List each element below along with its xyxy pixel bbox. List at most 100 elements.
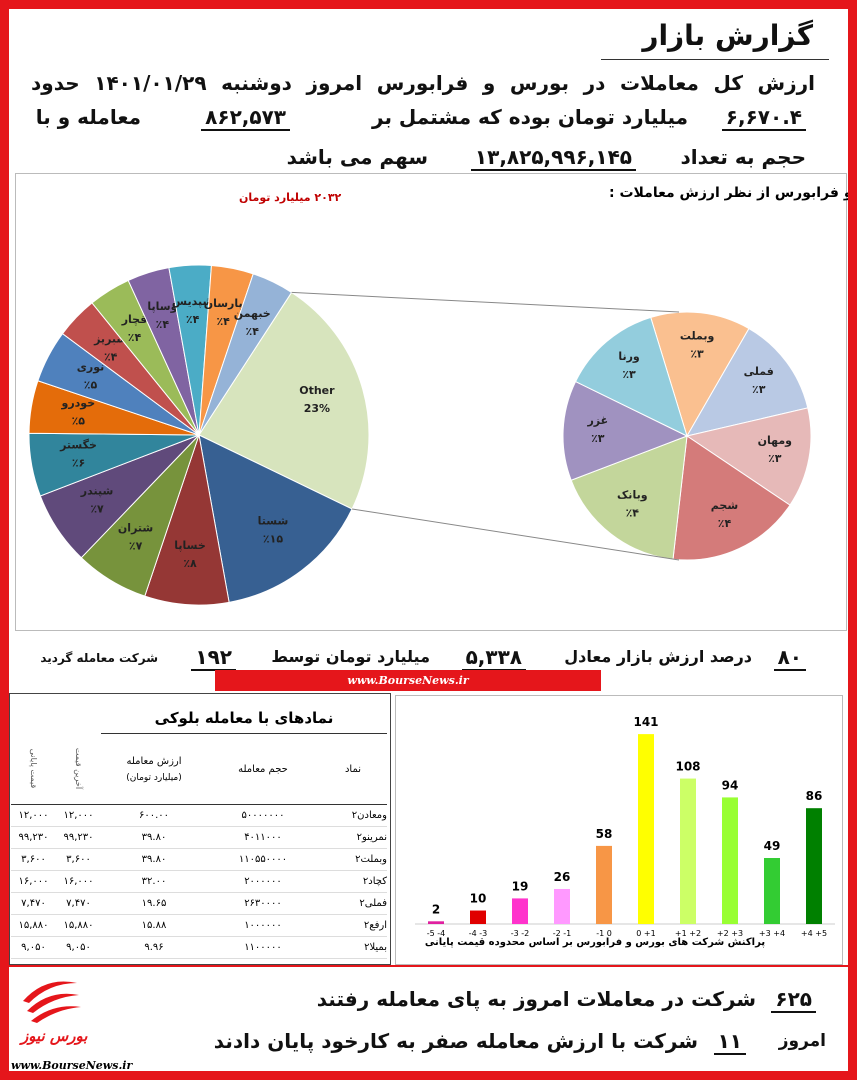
x-axis-label: پراکنش شرکت های بورس و فرابورس بر اساس م… xyxy=(425,937,765,948)
summary-value: ۵,۳۳۸ xyxy=(461,645,526,671)
table-cell: ۳۹.۸۰ xyxy=(101,826,207,849)
slice-value: ٪۴ xyxy=(128,331,142,344)
slice-label: ورنا xyxy=(618,350,640,363)
summary-text1: درصد ارزش بازار معادل xyxy=(564,647,752,666)
header-cell: نماد xyxy=(319,733,387,805)
table-cell: ۹۹,۲۳۰ xyxy=(56,826,101,849)
slice-value: ٪۳ xyxy=(591,432,605,445)
bar-frame xyxy=(395,695,843,965)
bar xyxy=(470,910,486,924)
pie-frame xyxy=(15,173,847,631)
table-cell: ۷,۴۷۰ xyxy=(11,892,56,915)
footer-website: www.BourseNews.ir xyxy=(11,1059,161,1071)
table-cell: کچاد۲ xyxy=(319,870,387,893)
header-text: حجم معامله xyxy=(238,763,288,775)
bar-chart: پراکنش شرکت های بورس و فرابورس بر اساس م… xyxy=(415,715,835,948)
pie-slice xyxy=(574,316,688,437)
title: گزارش بازار xyxy=(642,19,813,52)
bar-value: 49 xyxy=(764,839,781,853)
slice-value: ٪۱۵ xyxy=(263,532,283,545)
line2b: معامله و با xyxy=(35,105,141,129)
table-row: وبملت۲ ۱۱۰۵۵۰۰۰۰ ۳۹.۸۰ ۳,۶۰۰ ۳,۶۰۰ xyxy=(11,848,387,871)
slice-value: ٪۳ xyxy=(690,347,704,360)
slice-label: وبملت xyxy=(680,329,715,342)
title-rule xyxy=(601,59,829,60)
line3a: حجم به تعداد xyxy=(680,145,806,169)
bar-value: 108 xyxy=(675,760,700,774)
spacer xyxy=(11,703,101,734)
header-row: نماد حجم معامله ارزش معامله (میلیارد تومان)… xyxy=(11,733,387,805)
slice-value: ٪۴ xyxy=(104,350,118,363)
table-cell: ۱۹.۶۵ xyxy=(101,892,207,915)
volume: ۱۳,۸۲۵,۹۹۶,۱۴۵ xyxy=(470,145,636,171)
table-row: ومعادن۲ ۵۰۰۰۰۰۰۰ ۶۰۰.۰۰ ۱۲,۰۰۰ ۱۲,۰۰۰ xyxy=(11,804,387,827)
pie-slice xyxy=(562,380,689,481)
table-cell: ومعادن۲ xyxy=(319,804,387,827)
table-frame xyxy=(9,693,391,965)
table-cell: بمیلا۲ xyxy=(319,936,387,959)
slice-label: قچار xyxy=(121,313,148,326)
footer-rule xyxy=(9,965,848,967)
slice-value: ٪۷ xyxy=(129,540,143,553)
total-value: ۶,۶۷۰.۴ xyxy=(721,105,806,131)
slice-value: ٪۴ xyxy=(626,507,640,520)
bar xyxy=(722,797,738,924)
slice-value: ٪۳ xyxy=(622,368,636,381)
bar xyxy=(596,845,612,924)
logo-swoosh xyxy=(27,993,79,1013)
summary-companies: ۱۹۲ xyxy=(191,645,236,671)
slice-label: وساپا xyxy=(147,300,177,313)
summary-text3: شرکت معامله گردید xyxy=(40,651,158,665)
table-cell: فملی۲ xyxy=(319,892,387,915)
slice-label: شپندر xyxy=(80,485,113,498)
x-tick-label: +1 +2 xyxy=(675,929,701,938)
bar-value: 94 xyxy=(722,778,739,792)
table-cell: ۱۶,۰۰۰ xyxy=(11,870,56,893)
bar-value: 2 xyxy=(432,902,440,916)
header-cell: ارزش معامله (میلیارد تومان) xyxy=(101,733,207,805)
table-cell: ۱۵,۸۸۰ xyxy=(11,914,56,937)
pie-title: ۲۰ شرکت برتر بورس و فرابورس از نظر ارزش … xyxy=(609,185,848,201)
table-cell: ۳,۶۰۰ xyxy=(56,848,101,871)
pie-slice xyxy=(198,291,370,510)
trades: ۸۶۲,۵۷۳ xyxy=(201,105,290,131)
active-count: ۶۲۵ xyxy=(771,987,816,1013)
slice-label: خساپا xyxy=(174,539,206,552)
x-tick-label: +3 +4 xyxy=(759,929,785,938)
x-tick-label: 0 +1 xyxy=(636,929,655,938)
slice-value: ٪۴ xyxy=(718,517,732,530)
table-cell: نمرینو۲ xyxy=(319,826,387,849)
slice-value: ٪۴ xyxy=(246,325,260,338)
logo-swoosh xyxy=(31,1006,81,1023)
header-cell: آخرین قیمت xyxy=(56,733,101,805)
table-cell: ۱۰۰۰۰۰۰ xyxy=(207,914,319,937)
table-cell: ۱۱۰۰۰۰۰ xyxy=(207,936,319,959)
header-text: نماد xyxy=(344,763,362,775)
table-row: ارفع۲ ۱۰۰۰۰۰۰ ۱۵.۸۸ ۱۵,۸۸۰ ۱۵,۸۸۰ xyxy=(11,914,387,937)
table-cell: ارفع۲ xyxy=(319,914,387,937)
bar-value: 26 xyxy=(554,870,571,884)
pie-slice xyxy=(672,435,791,561)
table-cell: ۷,۴۷۰ xyxy=(56,892,101,915)
bar xyxy=(806,808,822,924)
bar xyxy=(554,888,570,924)
table-cell: ۹۹,۲۳۰ xyxy=(11,826,56,849)
header-cell: حجم معامله xyxy=(207,733,319,805)
logo xyxy=(23,981,81,1023)
x-tick-label: +4 +5 xyxy=(801,929,827,938)
logo-text: بورس نیوز xyxy=(21,1027,88,1045)
bar xyxy=(428,921,444,924)
slice-value: 23% xyxy=(304,402,330,415)
pie-slice xyxy=(198,273,293,436)
pie-chart: ۲۰ شرکت برتر بورس و فرابورس از نظر ارزش … xyxy=(28,185,848,606)
slice-label: خگستر xyxy=(59,439,97,452)
bar xyxy=(512,898,528,924)
slice-label: وبانک xyxy=(617,489,648,502)
zero-text: شرکت با ارزش معامله صفر به کارخود پایان … xyxy=(213,1029,698,1053)
slice-value: ٪۴ xyxy=(186,313,200,326)
header-text: آخرین قیمت xyxy=(74,748,83,790)
block-trades-table: نمادهای با معامله بلوکی نماد حجم معامله ارز… xyxy=(11,703,387,959)
connector xyxy=(351,508,680,561)
table-row: فملی۲ ۲۶۳۰۰۰۰ ۱۹.۶۵ ۷,۴۷۰ ۷,۴۷۰ xyxy=(11,892,387,915)
table-cell: ۹.۹۶ xyxy=(101,936,207,959)
